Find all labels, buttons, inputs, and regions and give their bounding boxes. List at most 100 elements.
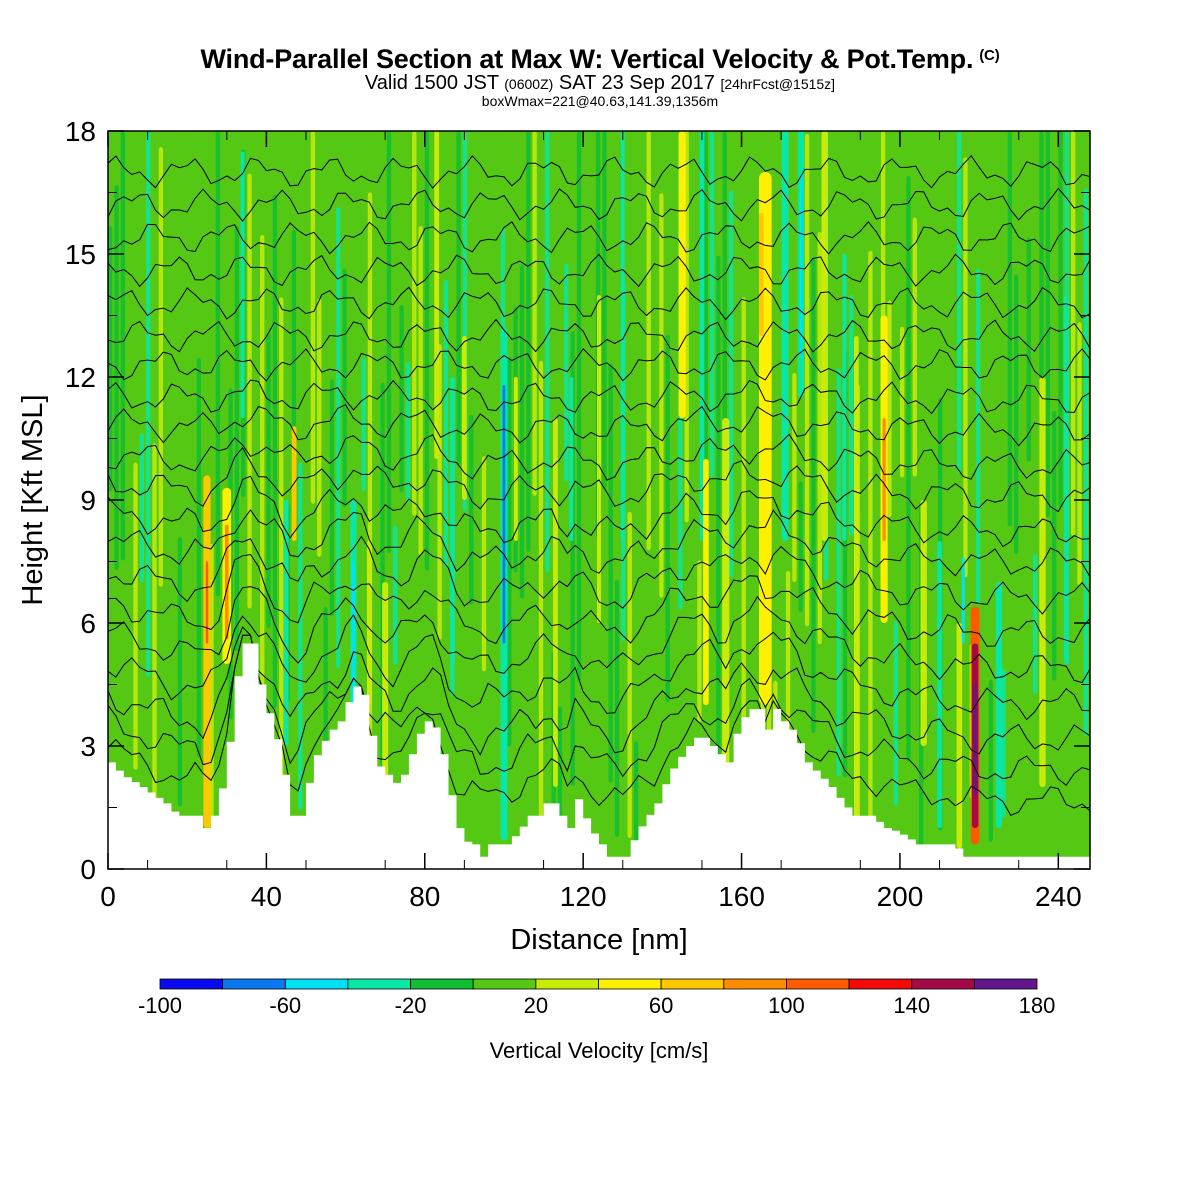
velocity-streak <box>817 231 822 645</box>
velocity-streak <box>811 258 816 734</box>
velocity-streak <box>418 225 423 556</box>
velocity-streak <box>735 131 740 512</box>
y-axis-label: Height [Kft MSL] <box>17 394 49 605</box>
chart-subtitle: Valid 1500 JST (0600Z) SAT 23 Sep 2017 [… <box>0 72 1200 95</box>
velocity-streak <box>348 321 354 503</box>
velocity-streak <box>139 433 145 583</box>
colorbar-swatch <box>535 978 599 990</box>
y-tick-label: 9 <box>80 485 96 516</box>
velocity-band <box>961 557 965 644</box>
velocity-streak <box>298 461 303 810</box>
velocity-streak <box>526 131 531 553</box>
velocity-streak <box>279 297 284 824</box>
velocity-streak <box>1070 131 1076 536</box>
velocity-streak <box>507 356 512 747</box>
velocity-streak <box>709 131 715 478</box>
velocity-streak <box>1007 131 1012 527</box>
velocity-band <box>722 418 730 787</box>
velocity-streak <box>741 297 746 759</box>
valid-date: SAT 23 Sep 2017 <box>558 72 715 94</box>
velocity-streak <box>1083 187 1089 737</box>
velocity-band <box>1039 377 1046 787</box>
theta-contour <box>108 286 1090 321</box>
velocity-band <box>703 459 709 705</box>
colorbar-swatch <box>911 978 975 990</box>
velocity-streak <box>519 264 525 599</box>
velocity-streak <box>1001 668 1006 818</box>
velocity-streak <box>633 741 639 868</box>
theta-contour <box>108 446 1090 513</box>
forecast-info: [24hrFcst@1515z] <box>720 76 836 92</box>
velocity-streak <box>697 560 702 723</box>
velocity-band <box>937 541 942 828</box>
colorbar-swatch <box>598 978 662 990</box>
potential-temperature-contours <box>108 155 1090 817</box>
valid-utc: (0600Z) <box>504 76 554 92</box>
chart-title: Wind-Parallel Section at Max W: Vertical… <box>200 44 1000 74</box>
velocity-streak <box>196 358 202 757</box>
velocity-band <box>799 172 803 357</box>
velocity-streak <box>494 266 499 639</box>
velocity-streak <box>412 131 417 516</box>
velocity-band <box>882 418 886 541</box>
velocity-streak <box>716 255 721 772</box>
theta-contour <box>108 318 1090 353</box>
velocity-streak <box>215 131 221 597</box>
velocity-streak <box>158 146 164 587</box>
valid-time: Valid 1500 JST <box>364 72 499 94</box>
velocity-band <box>450 377 455 664</box>
velocity-band <box>597 295 601 623</box>
velocity-streak <box>874 199 879 532</box>
colorbar-tick-label: 140 <box>893 993 930 1018</box>
theta-contour <box>108 614 1090 721</box>
velocity-streak <box>557 706 563 835</box>
velocity-band <box>920 500 927 746</box>
colorbar-tick-label: 180 <box>1019 993 1056 1018</box>
theta-contour <box>108 379 1090 415</box>
velocity-streak <box>481 456 487 672</box>
velocity-streak <box>754 208 759 775</box>
theta-contour <box>108 404 1090 447</box>
velocity-streak <box>469 414 474 605</box>
x-tick-label: 240 <box>1035 881 1082 912</box>
velocity-band <box>781 131 789 541</box>
theta-contour <box>108 586 1090 684</box>
copyright-mark: (C) <box>979 47 1000 64</box>
theta-contour <box>108 553 1090 647</box>
velocity-streak <box>399 304 404 493</box>
velocity-streak <box>836 367 841 777</box>
theta-contour <box>108 155 1090 189</box>
y-tick-label: 18 <box>65 116 96 147</box>
velocity-band <box>205 561 209 644</box>
velocity-streak <box>190 131 195 570</box>
velocity-streak <box>950 267 955 582</box>
velocity-streak <box>424 131 430 571</box>
velocity-streak <box>1032 554 1038 694</box>
velocity-streak <box>868 250 873 827</box>
colorbar-tick-label: 100 <box>768 993 805 1018</box>
velocity-streak <box>564 263 569 482</box>
velocity-streak <box>899 326 905 478</box>
colorbar-swatch <box>410 978 474 990</box>
velocity-band <box>203 475 211 828</box>
velocity-streak <box>336 207 341 669</box>
theta-contour <box>108 535 1090 615</box>
velocity-streak <box>317 298 322 557</box>
velocity-streak <box>127 152 132 589</box>
velocity-streak <box>602 131 607 490</box>
velocity-streak <box>671 158 677 637</box>
velocity-streak <box>146 131 151 678</box>
velocity-streak <box>975 268 981 604</box>
velocity-streak <box>861 131 867 545</box>
velocity-streak <box>266 332 271 629</box>
velocity-streak <box>792 372 797 583</box>
velocity-band <box>821 131 828 541</box>
colorbar: -100 -60 -20 20 60 100 140 180 <box>138 978 1056 1018</box>
velocity-streak <box>722 131 727 494</box>
velocity-streak <box>627 511 632 839</box>
velocity-streak <box>912 217 917 477</box>
y-tick-label: 3 <box>80 731 96 762</box>
velocity-band <box>434 131 440 459</box>
velocity-streak <box>640 593 645 832</box>
velocity-streak <box>665 334 670 703</box>
